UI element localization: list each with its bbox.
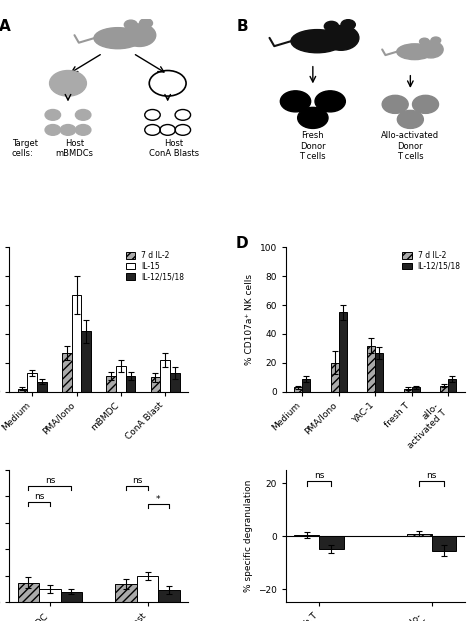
- Bar: [375, 353, 383, 392]
- Text: *: *: [156, 495, 161, 504]
- Bar: [18, 582, 39, 602]
- Circle shape: [419, 41, 443, 58]
- Text: ns: ns: [427, 471, 437, 480]
- Legend: 7 d IL-2, IL-12/15/18: 7 d IL-2, IL-12/15/18: [402, 251, 461, 271]
- Bar: [412, 388, 420, 392]
- Bar: [407, 533, 432, 536]
- Bar: [404, 389, 412, 392]
- Bar: [331, 363, 339, 392]
- Circle shape: [323, 25, 359, 50]
- Bar: [116, 366, 126, 392]
- Ellipse shape: [397, 44, 433, 60]
- Circle shape: [324, 21, 338, 31]
- Circle shape: [412, 96, 438, 114]
- Bar: [319, 536, 344, 550]
- Bar: [294, 388, 302, 392]
- Legend: 7 d IL-2, IL-15, IL-12/15/18: 7 d IL-2, IL-15, IL-12/15/18: [126, 251, 184, 281]
- Bar: [302, 379, 310, 392]
- Text: ns: ns: [132, 476, 142, 485]
- Bar: [294, 535, 319, 536]
- Bar: [72, 295, 82, 392]
- Bar: [126, 376, 136, 392]
- Text: Host
mBMDCs: Host mBMDCs: [55, 139, 93, 158]
- Circle shape: [45, 125, 61, 135]
- Y-axis label: % specific degranulation: % specific degranulation: [244, 480, 253, 592]
- Circle shape: [50, 71, 86, 96]
- Circle shape: [75, 125, 91, 135]
- Bar: [367, 345, 375, 392]
- Ellipse shape: [94, 28, 142, 48]
- Circle shape: [315, 91, 346, 112]
- Bar: [27, 373, 37, 392]
- Text: ns: ns: [45, 476, 55, 485]
- Circle shape: [382, 96, 408, 114]
- Text: Host
ConA Blasts: Host ConA Blasts: [149, 139, 199, 158]
- Bar: [37, 382, 47, 392]
- Text: ns: ns: [34, 492, 44, 501]
- Text: Fresh
Donor
T cells: Fresh Donor T cells: [300, 132, 326, 161]
- Bar: [158, 591, 180, 602]
- Text: ns: ns: [314, 471, 324, 480]
- Circle shape: [298, 107, 328, 129]
- Bar: [115, 584, 137, 602]
- Bar: [160, 360, 170, 392]
- Y-axis label: % CD107a⁺ NK cells: % CD107a⁺ NK cells: [245, 274, 254, 365]
- Circle shape: [341, 20, 356, 30]
- Text: A: A: [0, 19, 10, 34]
- Circle shape: [419, 38, 429, 45]
- Circle shape: [60, 125, 76, 135]
- Circle shape: [45, 109, 61, 120]
- Bar: [137, 576, 158, 602]
- Circle shape: [75, 109, 91, 120]
- Ellipse shape: [291, 30, 343, 53]
- Circle shape: [431, 37, 441, 44]
- Bar: [18, 389, 27, 392]
- Bar: [106, 376, 116, 392]
- Bar: [151, 378, 160, 392]
- Bar: [339, 312, 347, 392]
- Circle shape: [124, 20, 137, 29]
- Circle shape: [397, 111, 423, 129]
- Bar: [170, 373, 180, 392]
- Bar: [62, 353, 72, 392]
- Bar: [440, 386, 448, 392]
- Text: Allo-activated
Donor
T cells: Allo-activated Donor T cells: [381, 132, 439, 161]
- Circle shape: [139, 19, 153, 28]
- Text: Target
cells:: Target cells:: [12, 139, 37, 158]
- Bar: [39, 589, 61, 602]
- Bar: [61, 592, 82, 602]
- Bar: [82, 331, 91, 392]
- Circle shape: [123, 24, 156, 47]
- Bar: [432, 536, 456, 551]
- Bar: [448, 379, 456, 392]
- Text: D: D: [236, 236, 249, 251]
- Circle shape: [280, 91, 310, 112]
- Text: B: B: [237, 19, 249, 34]
